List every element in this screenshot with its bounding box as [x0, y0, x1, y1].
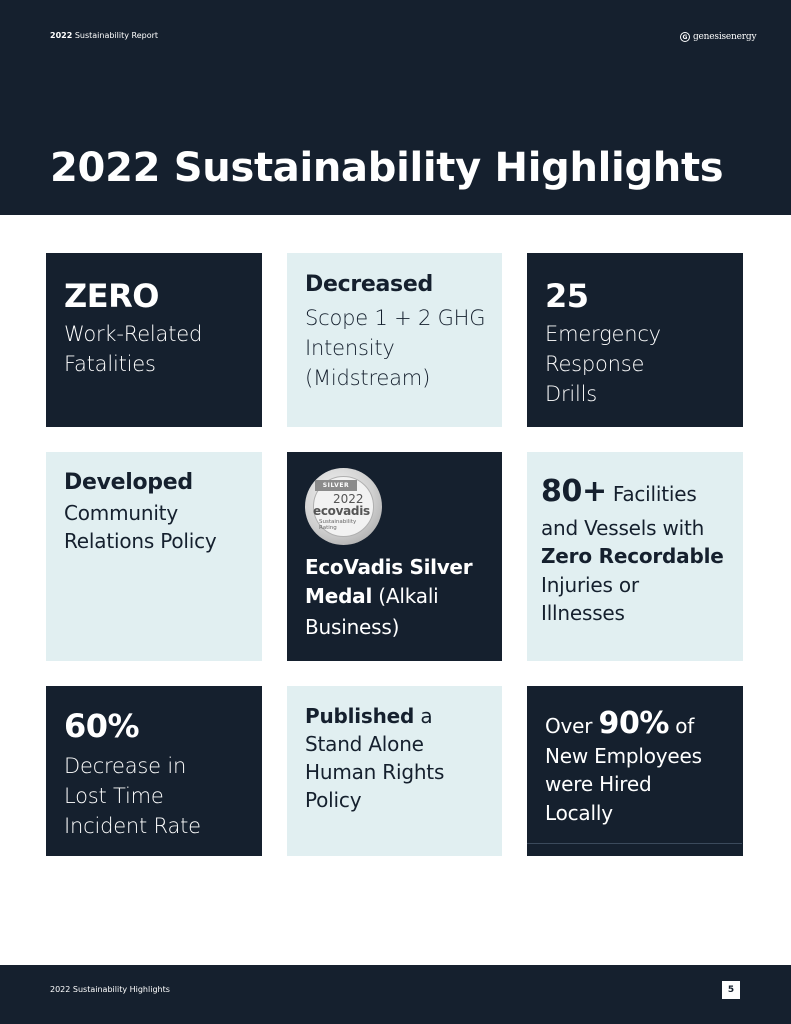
card-ecovadis: EcoVadis Silver Medal (Alkali Business) — [287, 452, 502, 661]
community-line2: Relations Policy — [64, 529, 217, 553]
facilities-line1: 80+ Facilities — [541, 474, 731, 512]
page-number: 5 — [722, 981, 740, 999]
local-hiring-line2: New Employees — [545, 744, 702, 768]
ghg-line2: Intensity — [305, 336, 395, 360]
facilities-line3: Zero Recordable — [541, 544, 724, 568]
ecovadis-line3: Business) — [305, 615, 400, 639]
drills-line1: Emergency — [545, 322, 661, 346]
human-rights-line1: Published a — [305, 702, 490, 730]
human-rights-line3: Human Rights — [305, 760, 445, 784]
lost-time-line1: Decrease in — [64, 754, 187, 778]
community-line1: Community — [64, 501, 178, 525]
drills-line3: Drills — [545, 382, 598, 406]
human-rights-line4: Policy — [305, 788, 362, 812]
medal-year: 2022 — [333, 492, 364, 506]
human-rights-line1-rest: a — [414, 704, 433, 728]
local-hiring-value: 90% — [598, 706, 670, 741]
page-footer: 2022 Sustainability Highlights 5 — [0, 965, 791, 1024]
drills-value: 25 — [545, 277, 589, 315]
fatalities-value: ZERO — [64, 277, 159, 315]
card-local-hiring: Over 90% of New Employees were Hired Loc… — [527, 686, 743, 856]
ghg-heading: Decreased — [305, 272, 433, 297]
card-lost-time: 60% Decrease in Lost Time Incident Rate — [46, 686, 262, 856]
local-hiring-pre: Over — [545, 714, 599, 738]
human-rights-bold: Published — [305, 704, 415, 728]
ecovadis-line2: Medal (Alkali — [305, 582, 490, 610]
card-divider-line — [527, 843, 742, 844]
lost-time-line2: Lost Time — [64, 784, 164, 808]
ghg-line1: Scope 1 + 2 GHG — [305, 306, 486, 330]
page-title: 2022 Sustainability Highlights — [50, 145, 724, 191]
facilities-line2: and Vessels with — [541, 516, 705, 540]
logo-mark-icon: G — [680, 32, 690, 42]
medal-sub-line1: Sustainability — [319, 519, 357, 525]
fatalities-line2: Fatalities — [64, 352, 156, 376]
report-label: 2022 Sustainability Report — [50, 31, 158, 40]
local-hiring-post: of — [669, 714, 695, 738]
medal-ribbon: SILVER — [315, 480, 357, 491]
logo-text: genesisenergy — [693, 32, 757, 42]
ghg-line3: (Midstream) — [305, 366, 431, 390]
card-fatalities: ZERO Work-Related Fatalities — [46, 253, 262, 427]
card-drills: 25 Emergency Response Drills — [527, 253, 743, 427]
ecovadis-line1: EcoVadis Silver — [305, 555, 473, 579]
ecovadis-medal-icon: SILVER 2022 ecovadis Sustainability Ratin… — [305, 468, 382, 545]
local-hiring-line1: Over 90% of — [545, 706, 731, 744]
local-hiring-line3: were Hired — [545, 772, 652, 796]
lost-time-line3: Incident Rate — [64, 814, 201, 838]
card-ghg: Decreased Scope 1 + 2 GHG Intensity (Mid… — [287, 253, 502, 427]
report-label-text: Sustainability Report — [74, 31, 159, 40]
local-hiring-line4: Locally — [545, 801, 613, 825]
ecovadis-line2-rest: (Alkali — [372, 584, 439, 608]
card-human-rights: Published a Stand Alone Human Rights Pol… — [287, 686, 502, 856]
card-facilities: 80+ Facilities and Vessels with Zero Rec… — [527, 452, 743, 661]
company-logo: G genesisenergy — [680, 30, 757, 44]
page-header: 2022 Sustainability Report G genesisener… — [0, 0, 791, 215]
facilities-line1-rest: Facilities — [606, 482, 697, 506]
facilities-line5: Illnesses — [541, 601, 625, 625]
report-year: 2022 — [50, 31, 73, 40]
drills-line2: Response — [545, 352, 645, 376]
facilities-line4: Injuries or — [541, 573, 639, 597]
medal-brand: ecovadis — [313, 504, 370, 518]
medal-sub-line2: Rating — [319, 525, 337, 531]
human-rights-line2: Stand Alone — [305, 732, 424, 756]
footer-label: 2022 Sustainability Highlights — [50, 985, 170, 994]
lost-time-value: 60% — [64, 707, 140, 745]
medal-sub: Sustainability Rating — [319, 519, 356, 531]
facilities-value: 80+ — [541, 474, 607, 509]
card-community: Developed Community Relations Policy — [46, 452, 262, 661]
ecovadis-medal-word: Medal — [305, 584, 373, 608]
fatalities-line1: Work-Related — [64, 322, 203, 346]
community-heading: Developed — [64, 470, 193, 495]
